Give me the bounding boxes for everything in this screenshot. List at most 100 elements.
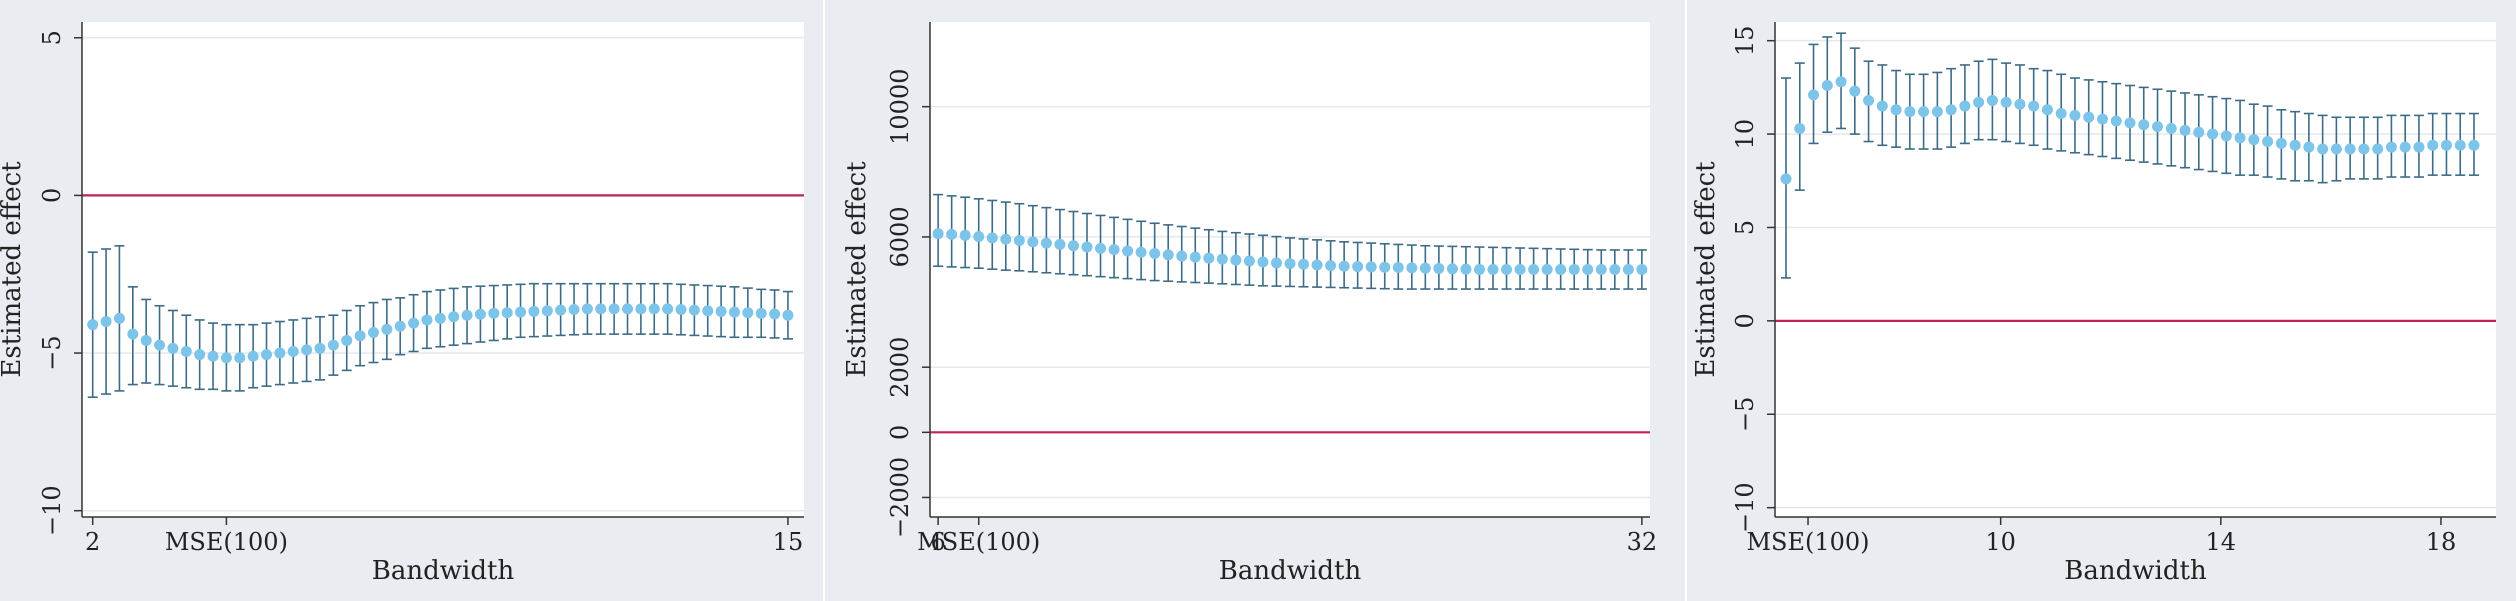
estimate-point bbox=[2207, 128, 2219, 140]
y-axis-title: Estimated effect bbox=[1691, 161, 1721, 378]
estimate-point bbox=[742, 307, 754, 319]
x-tick-label: 10 bbox=[1985, 528, 2016, 556]
estimate-point bbox=[1176, 250, 1188, 262]
estimate-point bbox=[946, 228, 958, 240]
estimate-point bbox=[1904, 106, 1916, 118]
estimate-point bbox=[1013, 235, 1025, 247]
estimate-point bbox=[220, 352, 232, 364]
x-tick-label: 2 bbox=[85, 528, 100, 556]
estimate-point bbox=[1311, 259, 1323, 271]
estimate-point bbox=[1216, 253, 1228, 265]
estimate-point bbox=[1392, 262, 1404, 274]
y-tick-label: 10 bbox=[1731, 119, 1759, 150]
estimate-point bbox=[2000, 96, 2012, 108]
estimate-point bbox=[2427, 139, 2439, 151]
estimate-point bbox=[959, 229, 971, 241]
estimate-point bbox=[2454, 139, 2466, 151]
estimate-point bbox=[1918, 106, 1930, 118]
estimate-point bbox=[421, 314, 433, 326]
estimate-point bbox=[1189, 251, 1201, 263]
estimate-point bbox=[261, 349, 273, 361]
estimate-point bbox=[287, 345, 299, 357]
x-axis-title: Bandwidth bbox=[2064, 556, 2207, 586]
estimate-point bbox=[167, 342, 179, 354]
estimate-point bbox=[2028, 100, 2040, 112]
y-tick-label: −5 bbox=[1731, 397, 1759, 432]
y-tick-label: 0 bbox=[1731, 313, 1759, 328]
estimate-point bbox=[1849, 85, 1861, 97]
estimate-point bbox=[274, 347, 286, 359]
estimate-point bbox=[675, 304, 687, 316]
estimate-point bbox=[1808, 89, 1820, 101]
estimate-point bbox=[2069, 109, 2081, 121]
estimate-point bbox=[1780, 173, 1792, 185]
estimate-point bbox=[973, 231, 985, 243]
estimate-point bbox=[1135, 246, 1147, 258]
estimate-point bbox=[715, 305, 727, 317]
estimate-point bbox=[1876, 100, 1888, 112]
estimate-point bbox=[474, 308, 486, 320]
estimate-point bbox=[2138, 119, 2150, 131]
x-tick-label: MSE(100) bbox=[1746, 528, 1869, 556]
estimate-point bbox=[1986, 94, 1998, 106]
y-tick-label: 0 bbox=[886, 425, 914, 440]
estimate-point bbox=[2303, 141, 2315, 153]
estimate-point bbox=[180, 345, 192, 357]
estimate-point bbox=[448, 311, 460, 323]
estimate-point bbox=[207, 350, 219, 362]
plot-area bbox=[1775, 22, 2496, 517]
estimate-point bbox=[1419, 262, 1431, 274]
estimate-point bbox=[2234, 132, 2246, 144]
estimate-point bbox=[1040, 237, 1052, 249]
estimate-point bbox=[1095, 242, 1107, 254]
estimate-point bbox=[1203, 252, 1215, 264]
estimate-point bbox=[635, 303, 647, 315]
x-tick-label: 32 bbox=[1627, 528, 1658, 556]
estimate-point bbox=[1568, 264, 1580, 275]
estimate-point bbox=[2440, 139, 2452, 151]
estimate-point bbox=[688, 304, 700, 316]
estimate-point bbox=[2124, 117, 2136, 129]
estimate-point bbox=[1945, 104, 1957, 116]
estimate-point bbox=[2165, 122, 2177, 134]
y-axis-title: Estimated effect bbox=[0, 161, 27, 378]
estimate-point bbox=[581, 303, 593, 315]
estimate-point bbox=[501, 307, 513, 319]
estimate-point bbox=[755, 307, 767, 319]
estimate-point bbox=[1298, 258, 1310, 270]
estimate-point bbox=[87, 319, 99, 331]
estimate-point bbox=[1284, 258, 1296, 270]
estimate-point bbox=[2385, 141, 2397, 153]
estimate-point bbox=[1325, 260, 1337, 272]
estimate-point bbox=[2055, 108, 2067, 120]
estimate-point bbox=[1257, 256, 1269, 268]
estimate-point bbox=[1835, 76, 1847, 88]
estimate-point bbox=[1487, 264, 1499, 275]
estimate-point bbox=[2014, 98, 2026, 110]
estimate-point bbox=[2317, 143, 2329, 155]
estimate-point bbox=[541, 305, 553, 317]
estimate-point bbox=[648, 303, 660, 315]
estimate-point bbox=[327, 339, 339, 351]
estimate-point bbox=[1821, 80, 1833, 92]
estimate-point bbox=[2275, 137, 2287, 149]
estimate-point bbox=[2152, 121, 2164, 133]
estimate-point bbox=[381, 323, 393, 335]
estimate-point bbox=[1595, 264, 1607, 275]
estimate-point bbox=[2096, 113, 2108, 125]
estimate-point bbox=[2344, 143, 2356, 155]
estimate-point bbox=[367, 327, 379, 339]
estimate-point bbox=[1067, 240, 1079, 252]
estimate-point bbox=[2262, 136, 2274, 148]
estimate-point bbox=[1622, 264, 1634, 275]
estimate-point bbox=[1555, 264, 1567, 275]
estimate-point bbox=[1406, 262, 1418, 274]
y-tick-label: 10000 bbox=[886, 68, 914, 144]
estimate-point bbox=[113, 312, 125, 324]
y-tick-label: −10 bbox=[1731, 482, 1759, 533]
estimate-point bbox=[568, 304, 580, 316]
estimate-point bbox=[1501, 264, 1513, 275]
x-tick-label: 6 bbox=[930, 528, 945, 556]
